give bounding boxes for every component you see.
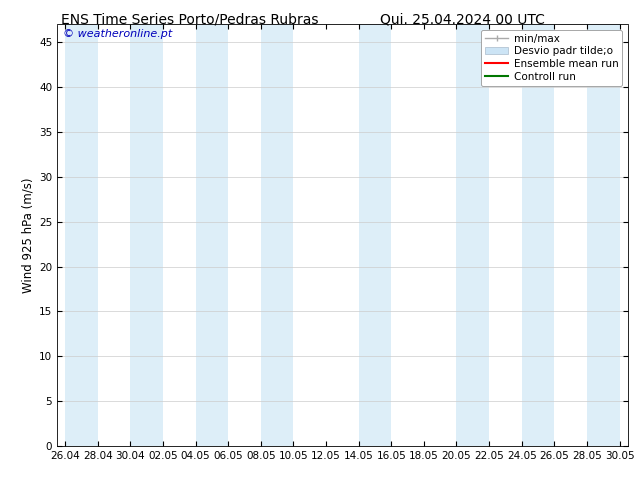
Bar — [196, 24, 228, 446]
Bar — [359, 24, 391, 446]
Bar — [65, 24, 98, 446]
Legend: min/max, Desvio padr tilde;o, Ensemble mean run, Controll run: min/max, Desvio padr tilde;o, Ensemble m… — [481, 30, 623, 86]
Bar — [261, 24, 294, 446]
Text: © weatheronline.pt: © weatheronline.pt — [63, 29, 172, 39]
Bar — [456, 24, 489, 446]
Text: Qui. 25.04.2024 00 UTC: Qui. 25.04.2024 00 UTC — [380, 12, 545, 26]
Y-axis label: Wind 925 hPa (m/s): Wind 925 hPa (m/s) — [22, 177, 35, 293]
Bar — [522, 24, 554, 446]
Bar — [131, 24, 163, 446]
Text: ENS Time Series Porto/Pedras Rubras: ENS Time Series Porto/Pedras Rubras — [61, 12, 319, 26]
Bar — [587, 24, 619, 446]
